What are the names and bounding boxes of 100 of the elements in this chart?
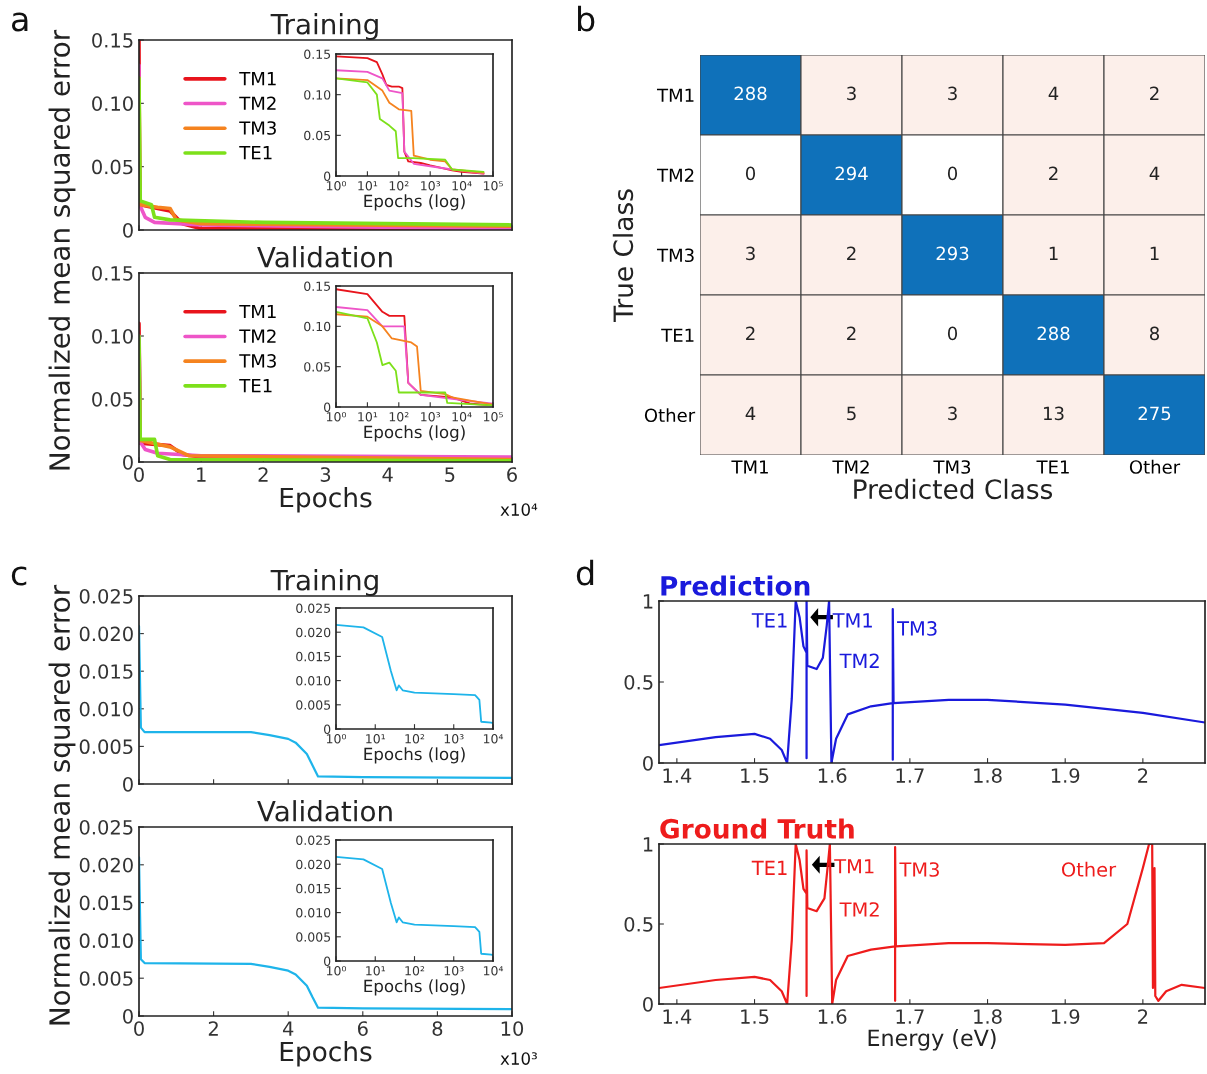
y-tick-label: 0.005 [296,932,331,942]
y-axis-title: True Class [612,189,634,322]
y-tick-label: 0.15 [304,49,331,59]
y-tick-label: 0.05 [92,159,133,175]
chart-title: Prediction [661,575,810,596]
y-tick-label: 0.010 [79,933,133,949]
x-tick-label: 2 [1138,768,1148,783]
x-tick-label: 1.8 [974,768,1002,783]
y-tick-label: 0.10 [92,328,133,344]
y-tick-label: 0.15 [304,281,331,291]
legend-label: TM1 [239,304,276,319]
y-tick-label: 0 [643,755,653,771]
x-tick-label: 8 [432,1021,443,1036]
x-tick-label: TM3 [933,460,971,474]
y-tick-label: 0 [324,956,331,966]
x-tick-label: 1.8 [974,1009,1002,1024]
y-axis-title: Normalized mean squared error [48,29,76,470]
x-tick-label: TM1 [731,460,768,474]
data-label: 275 [1138,406,1171,421]
y-tick-label: 0.025 [296,835,331,845]
x-tick-label: 10⁰ [326,966,347,976]
y-axis-title: Normalized mean squared error [48,584,76,1025]
x-tick-label: 1.4 [663,1009,692,1024]
y-tick-label: 0 [643,996,653,1012]
y-tick-label: 0.020 [79,857,133,873]
x-tick-label: 10³ [421,181,441,191]
data-label: 3 [746,246,755,261]
x-tick-label: TE1 [1036,460,1069,474]
y-tick-label: TE1 [661,328,694,342]
x-axis-title: Epochs [280,487,372,513]
data-label: 2 [746,326,755,340]
x-tick-label: 3 [320,467,331,482]
annotation: TE1 [751,860,787,875]
data-label: 13 [1044,406,1064,421]
x-tick-label: 10¹ [366,966,386,976]
x-tick-label: 10⁴ [452,412,472,422]
y-tick-label: 0.10 [92,96,133,111]
x-tick-label: 2 [1138,1009,1148,1024]
y-tick-label: 0 [324,724,331,734]
data-label: 0 [947,166,958,181]
text: c [11,566,27,586]
x-tick-label: 10² [389,412,409,422]
x-tick-label: 10² [389,181,409,191]
text: d [576,559,594,586]
x-tick-label: 10⁰ [326,734,347,744]
y-tick-label: 0.025 [79,588,133,604]
x-axis-title: Epochs (log) [364,979,465,996]
x-tick-label: 10⁰ [326,412,347,422]
y-tick-label: 0.010 [296,908,331,918]
x-tick-label: 10² [405,734,425,744]
x-tick-label: 4 [382,467,393,482]
y-tick-label: 0.025 [296,603,331,613]
y-tick-label: 0 [324,402,331,412]
legend-label: TM2 [239,96,276,110]
x-tick-label: 1.6 [818,768,847,783]
legend-label: TE1 [239,146,272,160]
x-tick-label: 2 [208,1021,218,1036]
x-tick-label: 0 [134,467,144,482]
x-tick-label: 10 [501,1021,524,1036]
legend-label: TM1 [239,72,276,86]
data-label: 3 [847,86,856,101]
annotation: TM3 [897,621,937,636]
data-label: 2 [1150,86,1159,100]
text: x10³ [500,1052,537,1065]
x-tick-label: 10⁵ [483,412,503,422]
y-tick-label: 0.05 [304,130,331,141]
annotation: TM1 [832,613,872,628]
x-tick-label: 0 [134,1021,144,1036]
annotation: TM3 [899,862,939,877]
x-tick-label: 2 [258,467,268,482]
data-label: 2 [847,246,856,260]
legend-label: TM3 [239,354,276,368]
x-tick-label: 10⁰ [326,181,347,191]
data-label: 1 [1049,246,1058,260]
x-tick-label: 1 [197,467,206,482]
annotation: TE1 [751,613,787,628]
data-label: 294 [835,166,868,181]
y-tick-label: 0.10 [304,321,331,332]
y-tick-label: 0 [324,171,331,181]
x-tick-label: 1.9 [1051,768,1080,783]
text: b [578,5,595,32]
y-tick-label: 0.015 [79,895,133,911]
annotation: TM2 [839,902,879,917]
x-tick-label: 10⁴ [483,966,504,976]
y-tick-label: TM3 [656,248,694,263]
y-tick-label: 0.015 [296,883,331,894]
legend-label: TM3 [239,121,276,135]
y-tick-label: 0.15 [92,265,133,281]
x-tick-label: Other [1129,459,1181,474]
x-tick-label: 10¹ [358,412,378,422]
data-label: 1 [1150,246,1159,260]
y-tick-label: 0.5 [624,916,653,932]
x-tick-label: 10⁴ [483,734,504,744]
x-tick-label: 4 [282,1021,294,1036]
y-tick-label: 0.020 [79,626,133,642]
y-tick-label: 0.15 [92,32,133,48]
data-label: 0 [947,326,958,341]
x-tick-label: 1.9 [1051,1009,1080,1024]
x-tick-label: 1.7 [896,1009,924,1024]
data-label: 3 [948,86,957,101]
